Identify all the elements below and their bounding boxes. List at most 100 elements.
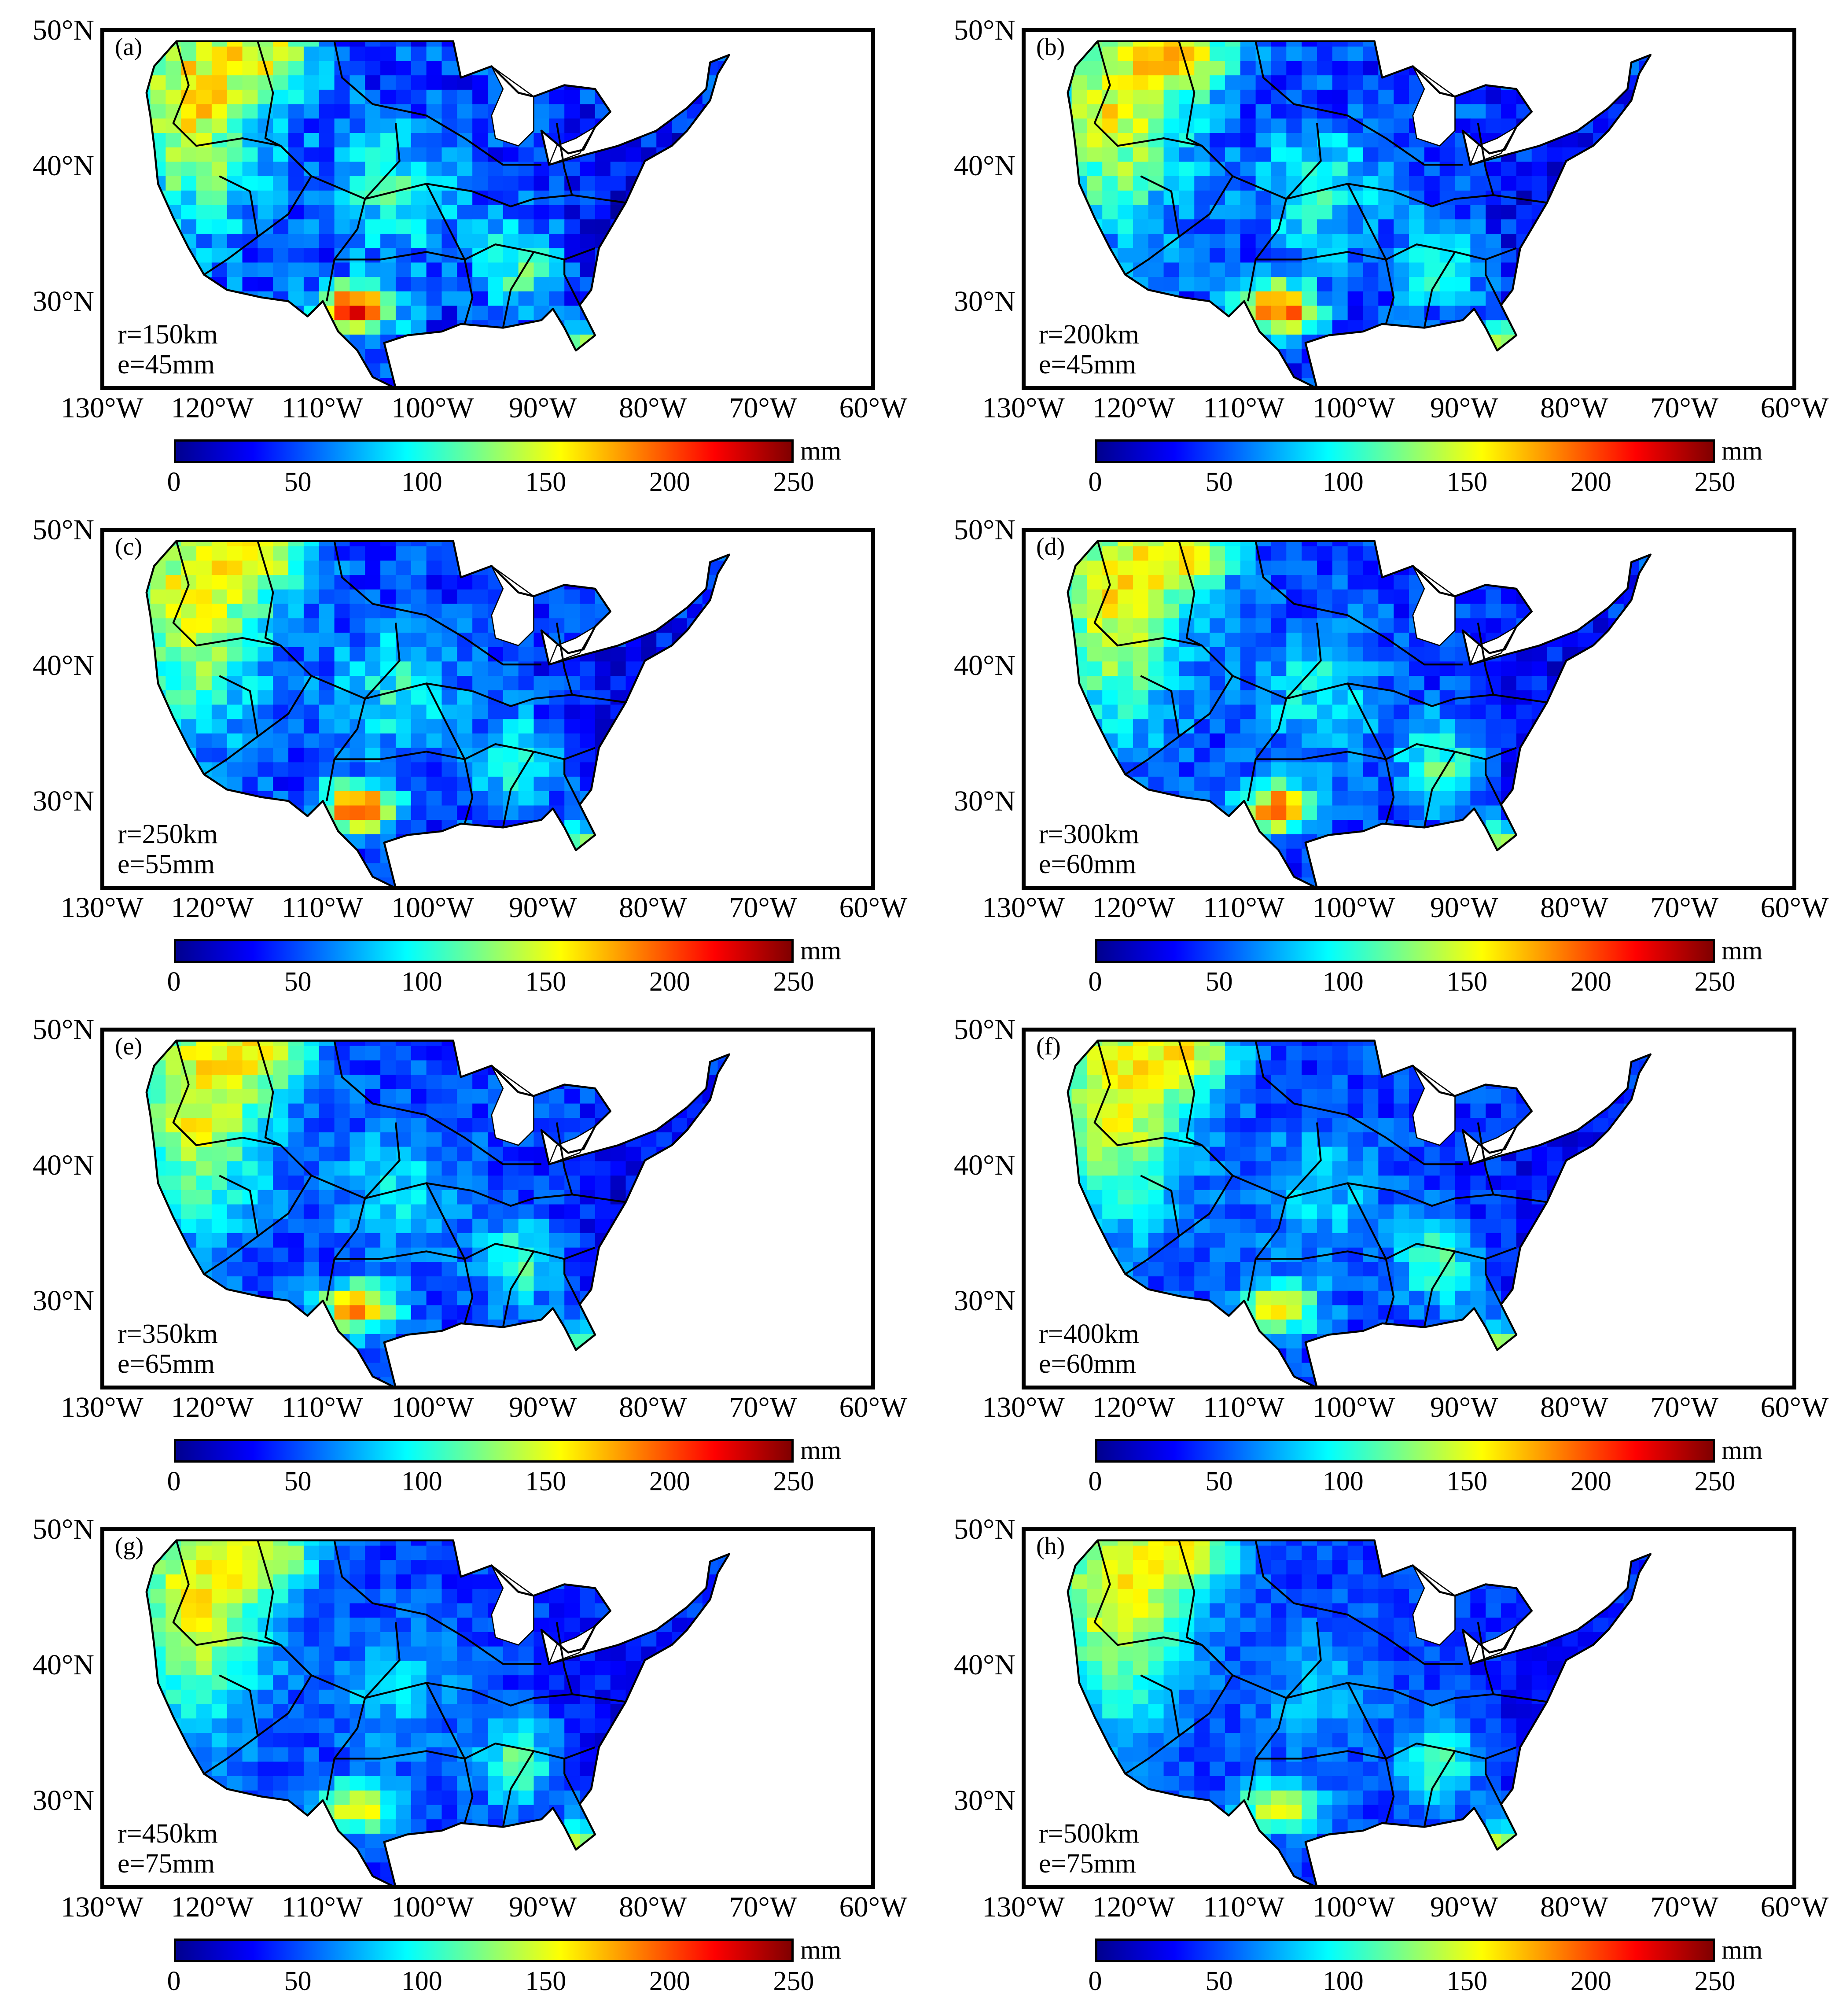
grid-cell [1347, 748, 1364, 763]
grid-cell [380, 219, 397, 234]
colorbar-tick-label: 200 [649, 467, 690, 497]
grid-cell [1716, 234, 1732, 249]
grid-cell [1394, 89, 1410, 105]
grid-cell [1623, 41, 1640, 47]
grid-cell [1087, 661, 1103, 677]
grid-cell [1067, 176, 1072, 191]
grid-cell [395, 378, 412, 386]
grid-cell [1240, 647, 1256, 662]
grid-cell [1332, 719, 1348, 734]
grid-cell [1225, 632, 1241, 648]
grid-cell [840, 335, 856, 350]
grid-cell [1271, 320, 1287, 335]
grid-cell [580, 61, 596, 76]
grid-cell [104, 777, 120, 792]
grid-cell [1194, 363, 1210, 379]
grid-cell [211, 604, 228, 619]
grid-cell [1762, 47, 1777, 62]
grid-cell [1302, 89, 1318, 105]
grid-cell [1547, 219, 1563, 234]
grid-cell [227, 147, 243, 162]
grid-cell [1194, 604, 1210, 619]
grid-cell [1026, 661, 1041, 676]
grid-cell [1716, 47, 1732, 62]
grid-cell [1716, 733, 1732, 748]
grid-cell [1654, 661, 1670, 676]
grid-cell [564, 205, 581, 220]
grid-cell [227, 104, 243, 119]
grid-cell [672, 632, 688, 648]
grid-cell [1762, 633, 1777, 648]
grid-cell [1608, 762, 1624, 778]
grid-cell [518, 219, 534, 234]
grid-cell [166, 291, 182, 306]
grid-cell [1654, 690, 1670, 705]
grid-cell [1547, 306, 1563, 321]
grid-cell [1210, 604, 1225, 619]
grid-cell [1424, 704, 1440, 720]
grid-cell [1716, 219, 1732, 234]
grid-cell [1578, 46, 1594, 62]
grid-cell [1654, 32, 1670, 47]
grid-cell [1516, 262, 1532, 278]
grid-cell [533, 219, 550, 234]
grid-cell [1179, 190, 1195, 206]
grid-cell [1486, 733, 1502, 748]
grid-cell [779, 777, 795, 792]
grid-cell [1394, 604, 1410, 619]
grid-cell [1240, 618, 1256, 634]
grid-cell [1148, 820, 1164, 835]
grid-cell [411, 61, 427, 76]
grid-cell [1286, 748, 1302, 763]
basin-boundary [425, 683, 474, 824]
grid-cell [1654, 560, 1670, 575]
grid-cell [1685, 234, 1701, 249]
colorbar-tick-label: 250 [1694, 467, 1736, 497]
grid-cell [1332, 791, 1348, 806]
grid-cell [610, 719, 626, 734]
grid-cell [273, 61, 289, 76]
grid-cell [533, 676, 550, 691]
grid-cell [1424, 546, 1440, 561]
grid-cell [779, 834, 795, 849]
grid-cell [319, 848, 335, 864]
grid-cell [1026, 633, 1041, 648]
grid-cell [211, 719, 228, 734]
grid-cell [1455, 604, 1471, 619]
grid-cell [549, 262, 565, 278]
grid-cell [580, 704, 596, 720]
grid-cell [1210, 820, 1225, 835]
grid-cell [672, 791, 688, 806]
grid-cell [564, 219, 581, 234]
grid-cell [1067, 632, 1072, 648]
grid-cell [564, 560, 581, 576]
grid-cell [1700, 834, 1716, 849]
grid-cell [1654, 762, 1670, 777]
grid-cell [564, 306, 581, 321]
grid-cell [1716, 791, 1732, 806]
grid-cell [641, 863, 657, 878]
grid-cell [1087, 89, 1103, 105]
grid-cell [1608, 676, 1624, 691]
grid-cell [702, 378, 718, 386]
grid-cell [610, 176, 626, 191]
grid-cell [1455, 820, 1471, 835]
grid-cell [104, 575, 120, 590]
lon-tick-label: 120°W [1092, 392, 1175, 424]
grid-cell [1439, 647, 1456, 662]
grid-cell [1470, 704, 1486, 720]
grid-cell [1746, 104, 1762, 119]
grid-cell [227, 75, 243, 90]
grid-cell [242, 75, 258, 90]
grid-cell [1501, 363, 1517, 379]
grid-cell [656, 589, 673, 604]
grid-cell [687, 848, 703, 864]
grid-cell [1194, 320, 1210, 335]
grid-cell [795, 205, 810, 220]
grid-cell [1041, 306, 1057, 321]
grid-cell [702, 704, 718, 720]
grid-cell [1455, 546, 1471, 561]
grid-cell [641, 334, 657, 350]
grid-cell [702, 820, 718, 835]
grid-cell [1700, 618, 1716, 633]
